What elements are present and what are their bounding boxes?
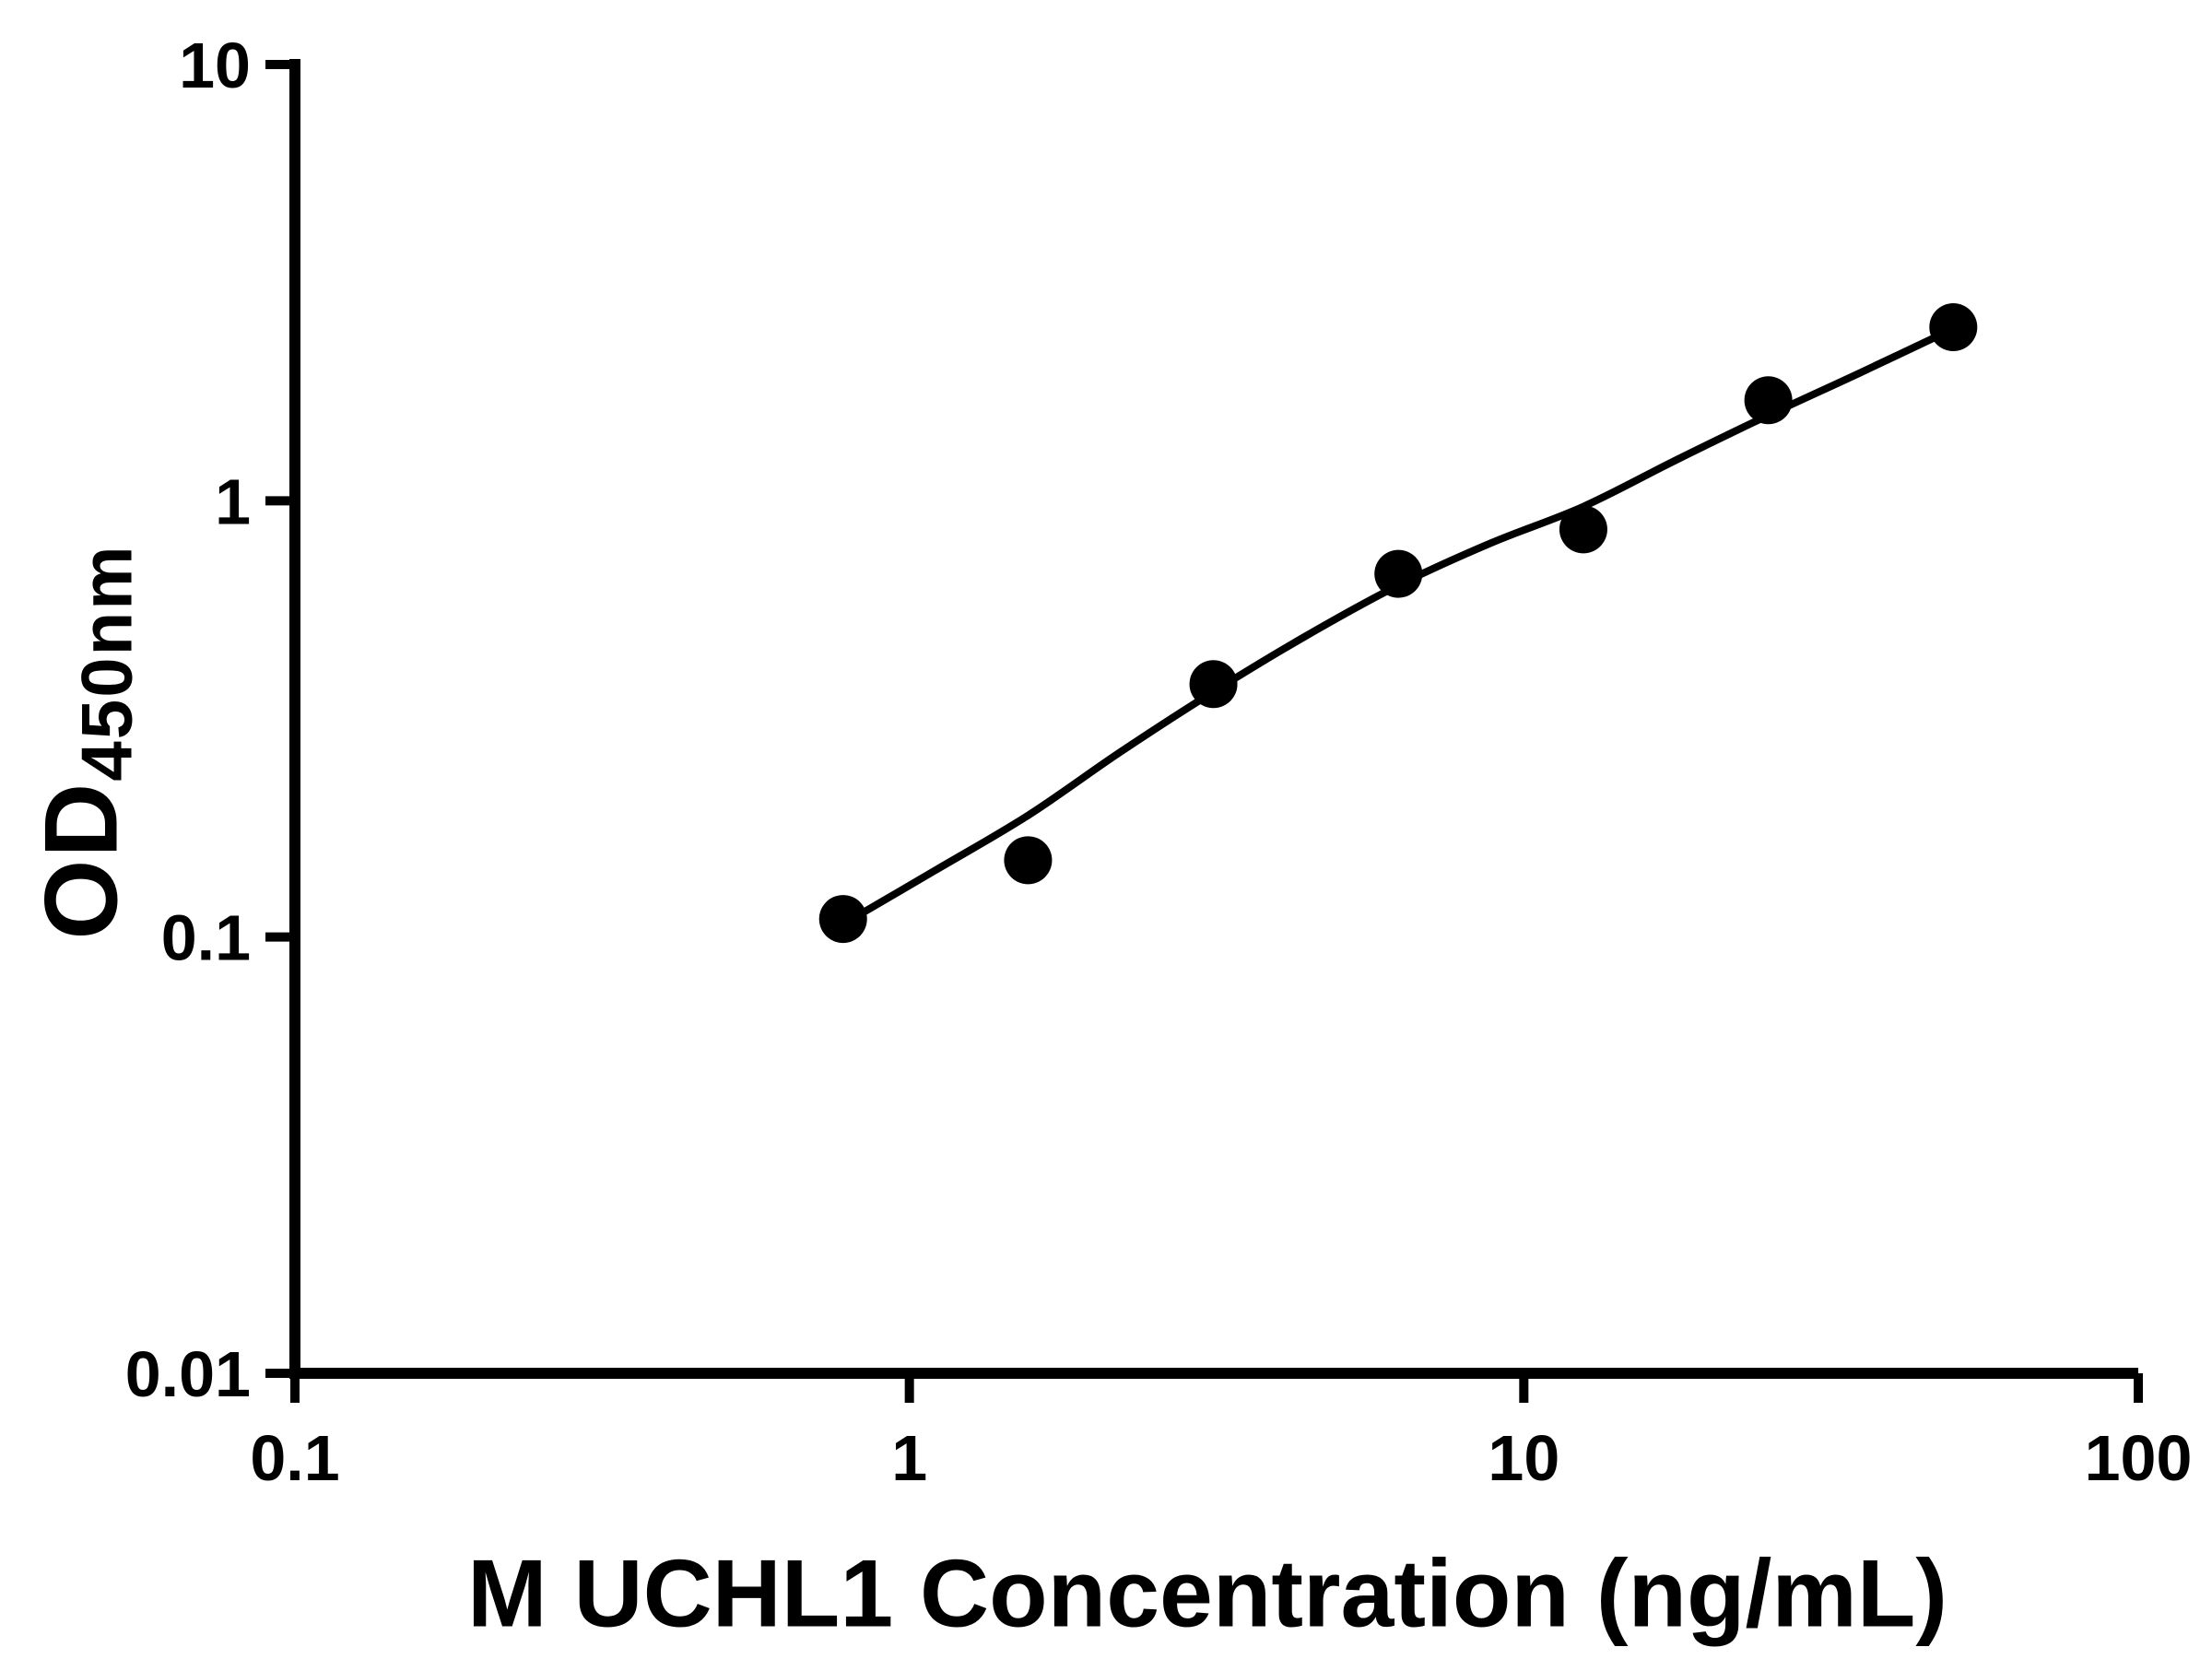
data-point	[818, 895, 867, 944]
data-point	[1744, 376, 1793, 425]
y-axis-title-subscript: 450nm	[65, 544, 147, 782]
data-point	[1189, 660, 1238, 709]
y-tick-label: 10	[179, 29, 251, 101]
y-axis-title: OD450nm	[22, 544, 147, 940]
axes	[289, 59, 2138, 1379]
x-tick-label: 0.1	[250, 1422, 339, 1494]
data-point	[1929, 302, 1978, 351]
fit-curve	[841, 325, 1956, 928]
x-tick-label: 10	[1488, 1422, 1559, 1494]
y-tick-label: 0.01	[125, 1338, 251, 1410]
data-point	[1004, 836, 1053, 885]
x-axis-title: M UCHL1 Concentration (ng/mL)	[466, 1540, 1948, 1648]
data-point	[1559, 505, 1607, 554]
x-tick-label: 1	[891, 1422, 927, 1494]
y-tick-label: 0.1	[161, 902, 251, 974]
data-point	[1374, 549, 1423, 598]
y-tick-label: 1	[215, 465, 251, 537]
x-tick-label: 100	[2085, 1422, 2193, 1494]
y-axis-title-main: OD	[23, 781, 139, 940]
